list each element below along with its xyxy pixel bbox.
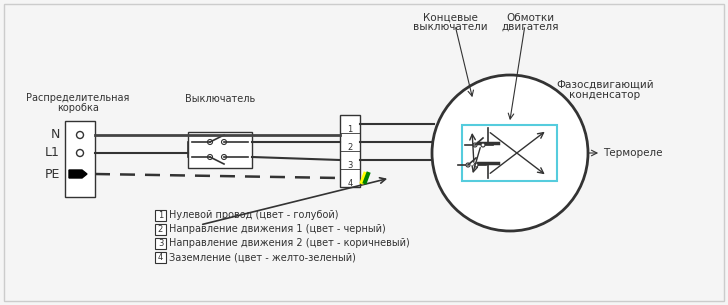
Text: Фазосдвигающий: Фазосдвигающий [556, 80, 654, 90]
Circle shape [76, 149, 84, 156]
Circle shape [466, 163, 470, 167]
Text: Термореле: Термореле [603, 148, 662, 158]
Bar [188, 132, 252, 168]
Bar [340, 115, 360, 187]
Text: Нулевой провод (цвет - голубой): Нулевой провод (цвет - голубой) [169, 210, 339, 221]
Text: Концевые: Концевые [422, 13, 478, 23]
Text: 4: 4 [347, 179, 352, 188]
Circle shape [207, 155, 213, 160]
Text: 3: 3 [158, 239, 163, 248]
Text: 2: 2 [158, 225, 163, 234]
Circle shape [221, 139, 226, 145]
Bar [155, 210, 166, 221]
Bar [155, 224, 166, 235]
Text: 4: 4 [158, 253, 163, 262]
Circle shape [481, 143, 485, 147]
Text: коробка: коробка [57, 103, 99, 113]
Text: конденсатор: конденсатор [569, 90, 641, 100]
Text: Направление движения 2 (цвет - коричневый): Направление движения 2 (цвет - коричневы… [169, 239, 410, 249]
Text: 2: 2 [347, 143, 352, 152]
Text: Направление движения 1 (цвет - черный): Направление движения 1 (цвет - черный) [169, 224, 386, 235]
Text: Выключатель: Выключатель [185, 94, 255, 104]
Bar [462, 125, 557, 181]
Text: 3: 3 [347, 161, 352, 170]
Text: N: N [51, 128, 60, 142]
Text: 1: 1 [158, 211, 163, 220]
Circle shape [432, 75, 588, 231]
Text: PE: PE [44, 167, 60, 181]
Circle shape [221, 155, 226, 160]
Circle shape [76, 131, 84, 138]
Bar [155, 252, 166, 263]
Text: Распределительная: Распределительная [26, 93, 130, 103]
Circle shape [207, 139, 213, 145]
Text: L1: L1 [45, 146, 60, 160]
Text: выключатели: выключатели [413, 22, 487, 32]
FancyArrow shape [69, 170, 87, 178]
Text: Заземление (цвет - желто-зеленый): Заземление (цвет - желто-зеленый) [169, 253, 356, 263]
Bar [65, 121, 95, 197]
Text: двигателя: двигателя [502, 22, 559, 32]
Text: Обмотки: Обмотки [506, 13, 554, 23]
Text: 1: 1 [347, 125, 352, 134]
Circle shape [474, 163, 478, 167]
Circle shape [473, 143, 477, 147]
Bar [155, 238, 166, 249]
